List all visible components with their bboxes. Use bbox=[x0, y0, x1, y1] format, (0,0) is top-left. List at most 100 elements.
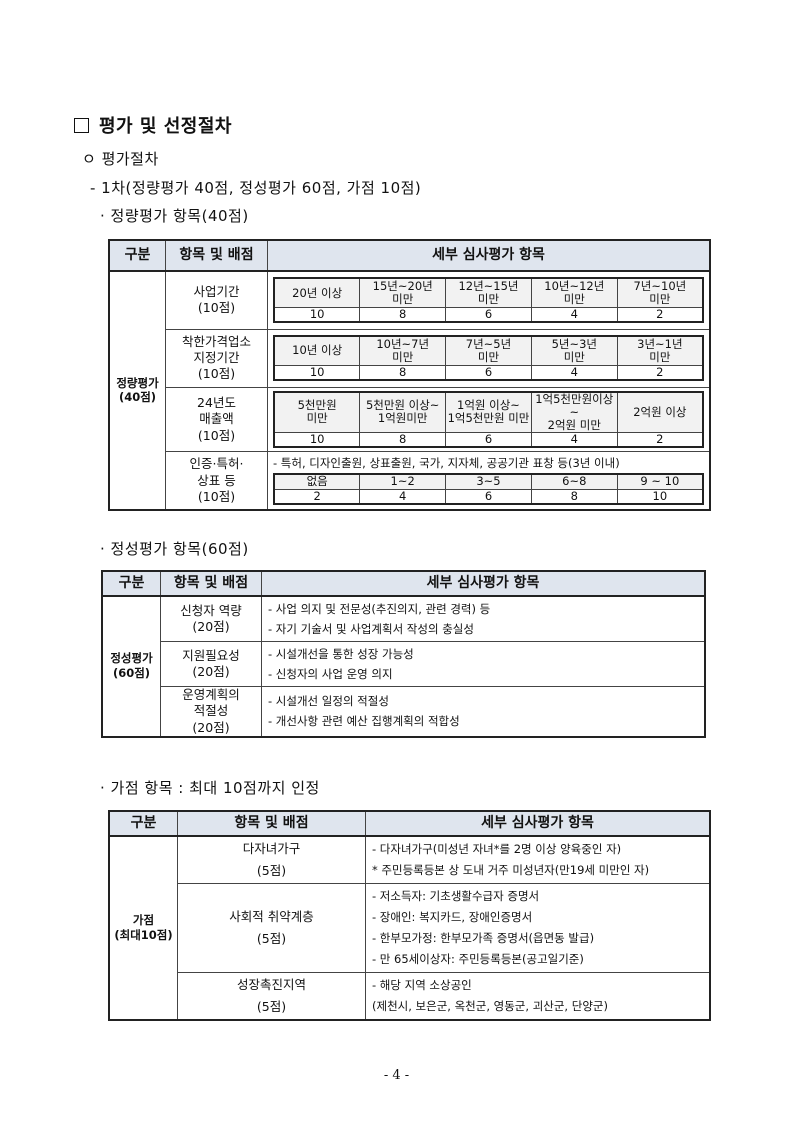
item-cell: 운영계획의 적절성 (20점) bbox=[160, 685, 262, 738]
detail-cell: - 저소득자: 기초생활수급자 증명서 - 장애인: 복지카드, 장애인증명서 - … bbox=[365, 883, 711, 973]
detail-cell: - 사업 의지 및 전문성(추진의지, 관련 경력) 등 - 자기 기술서 및 사… bbox=[261, 595, 706, 642]
range-row: 20년 이상 15년~20년 미만 12년~15년 미만 10년~12년 미만 7년~1… bbox=[273, 277, 704, 309]
range-cell: 1~2 bbox=[359, 473, 447, 490]
item-cell: 착한가격업소 지정기간 (10점) bbox=[165, 328, 268, 388]
qual-table: 구분 항목 및 배점 세부 심사평가 항목 정성평가 (60점) 신청자 역량 (20점… bbox=[101, 570, 706, 738]
item-cell: 사회적 취약계층 (5점) bbox=[177, 883, 366, 973]
detail-wrap: 20년 이상 15년~20년 미만 12년~15년 미만 10년~12년 미만 7년~1… bbox=[268, 274, 709, 326]
detail-line: - 장애인: 복지카드, 장애인증명서 bbox=[372, 910, 533, 924]
detail-line: - 자기 기술서 및 사업계획서 작성의 충실성 bbox=[268, 622, 474, 636]
score-row: 10 8 6 4 2 bbox=[273, 364, 704, 381]
detail-line: - 저소득자: 기초생활수급자 증명서 bbox=[372, 889, 540, 903]
header-row: 구분 항목 및 배점 세부 심사평가 항목 bbox=[108, 810, 711, 837]
score-cell: 2 bbox=[273, 488, 361, 505]
score-cell: 10 bbox=[273, 307, 361, 323]
heading-text: 평가 및 선정절차 bbox=[99, 116, 232, 137]
item-cell: 24년도 매출액 (10점) bbox=[165, 386, 268, 453]
page-number: - 4 - bbox=[383, 1068, 410, 1083]
range-row: 없음 1~2 3~5 6~8 9 ~ 10 bbox=[273, 473, 704, 490]
range-cell: 5년~3년 미만 bbox=[530, 335, 618, 366]
score-cell: 8 bbox=[359, 432, 447, 448]
range-cell: 3~5 bbox=[445, 473, 532, 490]
detail-wrap: 10년 이상 10년~7년 미만 7년~5년 미만 5년~3년 미만 3년~1년 미만 1… bbox=[268, 332, 709, 384]
range-cell: 12년~15년 미만 bbox=[445, 277, 532, 309]
detail-cell: - 시설개선을 통한 성장 가능성 - 신청자의 사업 운영 의지 bbox=[261, 641, 706, 687]
range-cell: 7년~10년 미만 bbox=[616, 277, 704, 309]
score-cell: 4 bbox=[530, 364, 618, 381]
detail-line: - 시설개선 일정의 적절성 bbox=[268, 694, 389, 709]
table-row: 인증·특허· 상표 등 (10점) - 특허, 디자인출원, 상표출원, 국가, … bbox=[109, 451, 711, 511]
detail-cell: 5천만원 미만 5천만원 이상~ 1억원미만 1억원 이상~ 1억5천만원 미만 1억… bbox=[267, 386, 711, 453]
score-cell: 6 bbox=[445, 432, 532, 448]
item-cell: 인증·특허· 상표 등 (10점) bbox=[165, 451, 268, 511]
detail-line: - 시설개선을 통한 성장 가능성 bbox=[268, 647, 414, 661]
range-cell: 5천만원 이상~ 1억원미만 bbox=[359, 390, 447, 434]
detail-wrap: 5천만원 미만 5천만원 이상~ 1억원미만 1억원 이상~ 1억5천만원 미만 1억… bbox=[268, 388, 709, 452]
detail-line: (제천시, 보은군, 옥천군, 영동군, 괴산군, 단양군) bbox=[372, 999, 608, 1013]
detail-wrap: - 특허, 디자인출원, 상표출원, 국가, 지자체, 공공기관 표창 등(3년… bbox=[268, 453, 709, 508]
header-detail: 세부 심사평가 항목 bbox=[261, 570, 706, 597]
range-cell: 10년 이상 bbox=[273, 335, 361, 366]
detail-line: - 해당 지역 소상공인 bbox=[372, 978, 472, 992]
quant-title: · 정량평가 항목(40점) bbox=[100, 207, 249, 225]
score-table: 없음 1~2 3~5 6~8 9 ~ 10 2 4 6 8 10 bbox=[273, 472, 704, 506]
item-cell: 성장촉진지역 (5점) bbox=[177, 972, 366, 1021]
score-cell: 8 bbox=[359, 364, 447, 381]
first-stage-summary: - 1차(정량평가 40점, 정성평가 60점, 가점 10점) bbox=[90, 179, 422, 197]
range-row: 10년 이상 10년~7년 미만 7년~5년 미만 5년~3년 미만 3년~1년 미만 bbox=[273, 335, 704, 366]
detail-cell: - 특허, 디자인출원, 상표출원, 국가, 지자체, 공공기관 표창 등(3년… bbox=[267, 451, 711, 511]
header-category: 구분 bbox=[101, 570, 161, 597]
detail-line: - 만 65세이상자: 주민등록등본(공고일기준) bbox=[372, 952, 584, 966]
header-row: 구분 항목 및 배점 세부 심사평가 항목 bbox=[101, 570, 706, 597]
category-cell: 정성평가 (60점) bbox=[101, 595, 161, 738]
item-cell: 다자녀가구 (5점) bbox=[177, 835, 366, 884]
range-cell: 2억원 이상 bbox=[616, 390, 704, 434]
range-cell: 3년~1년 미만 bbox=[616, 335, 704, 366]
range-row: 5천만원 미만 5천만원 이상~ 1억원미만 1억원 이상~ 1억5천만원 미만 1억… bbox=[273, 390, 704, 434]
table-row: 가점 (최대10점) 다자녀가구 (5점) - 다자녀가구(미성년 자녀*를 2명 … bbox=[108, 835, 711, 1021]
detail-cell: 20년 이상 15년~20년 미만 12년~15년 미만 10년~12년 미만 7년~1… bbox=[267, 270, 711, 330]
detail-line: * 주민등록등본 상 도내 거주 미성년자(만19세 미만인 자) bbox=[372, 863, 650, 877]
score-row: 10 8 6 4 2 bbox=[273, 432, 704, 448]
score-cell: 10 bbox=[616, 488, 704, 505]
item-cell: 지원필요성 (20점) bbox=[160, 641, 262, 687]
table-row: 정량평가 (40점) 사업기간 (10점) 20년 이상 15년~20년 미만 12년~… bbox=[108, 270, 711, 511]
detail-cell: - 다자녀가구(미성년 자녀*를 2명 이상 양육중인 자) * 주민등록등본 상… bbox=[365, 835, 711, 884]
score-cell: 6 bbox=[445, 364, 532, 381]
score-cell: 4 bbox=[359, 488, 447, 505]
detail-note: - 특허, 디자인출원, 상표출원, 국가, 지자체, 공공기관 표창 등(3년… bbox=[273, 456, 620, 471]
header-detail: 세부 심사평가 항목 bbox=[365, 810, 711, 837]
range-cell: 7년~5년 미만 bbox=[445, 335, 532, 366]
subheading-procedure: ㅇ 평가절차 bbox=[82, 150, 159, 168]
range-cell: 10년~7년 미만 bbox=[359, 335, 447, 366]
header-detail: 세부 심사평가 항목 bbox=[267, 239, 711, 272]
range-cell: 1억5천만원이상~ 2억원 미만 bbox=[530, 390, 618, 434]
table-row: 지원필요성 (20점) - 시설개선을 통한 성장 가능성 - 신청자의 사업 운영… bbox=[102, 641, 706, 687]
table-row: 사회적 취약계층 (5점) - 저소득자: 기초생활수급자 증명서 - 장애인: 복… bbox=[109, 883, 711, 973]
range-cell: 15년~20년 미만 bbox=[359, 277, 447, 309]
table-row: 24년도 매출액 (10점) 5천만원 미만 5천만원 이상~ 1억원미만 1억원 이… bbox=[109, 386, 711, 453]
detail-line: - 다자녀가구(미성년 자녀*를 2명 이상 양육중인 자) bbox=[372, 842, 622, 856]
score-table: 20년 이상 15년~20년 미만 12년~15년 미만 10년~12년 미만 7년~1… bbox=[273, 277, 704, 324]
score-cell: 8 bbox=[359, 307, 447, 323]
range-cell: 10년~12년 미만 bbox=[530, 277, 618, 309]
detail-line: - 사업 의지 및 전문성(추진의지, 관련 경력) 등 bbox=[268, 602, 491, 616]
detail-line: - 개선사항 관련 예산 집행계획의 적합성 bbox=[268, 714, 460, 729]
qual-title: · 정성평가 항목(60점) bbox=[100, 540, 249, 558]
table-row: 정성평가 (60점) 신청자 역량 (20점) - 사업 의지 및 전문성(추진의지… bbox=[101, 595, 706, 738]
table-row: 성장촉진지역 (5점) - 해당 지역 소상공인 (제천시, 보은군, 옥천군, 영… bbox=[109, 972, 711, 1021]
detail-line: - 한부모가정: 한부모가족 증명서(읍면동 발급) bbox=[372, 931, 595, 945]
range-cell: 없음 bbox=[273, 473, 361, 490]
header-row: 구분 항목 및 배점 세부 심사평가 항목 bbox=[108, 239, 711, 272]
score-cell: 4 bbox=[530, 307, 618, 323]
item-cell: 신청자 역량 (20점) bbox=[160, 595, 262, 642]
score-cell: 10 bbox=[273, 364, 361, 381]
section-heading: 평가 및 선정절차 bbox=[74, 112, 232, 138]
score-table: 5천만원 미만 5천만원 이상~ 1억원미만 1억원 이상~ 1억5천만원 미만 1억… bbox=[273, 390, 704, 449]
range-cell: 20년 이상 bbox=[273, 277, 361, 309]
score-cell: 2 bbox=[616, 432, 704, 448]
bonus-table: 구분 항목 및 배점 세부 심사평가 항목 가점 (최대10점) 다자녀가구 (5점) -… bbox=[108, 810, 711, 1021]
header-category: 구분 bbox=[108, 810, 178, 837]
score-row: 2 4 6 8 10 bbox=[273, 488, 704, 505]
score-row: 10 8 6 4 2 bbox=[273, 307, 704, 323]
